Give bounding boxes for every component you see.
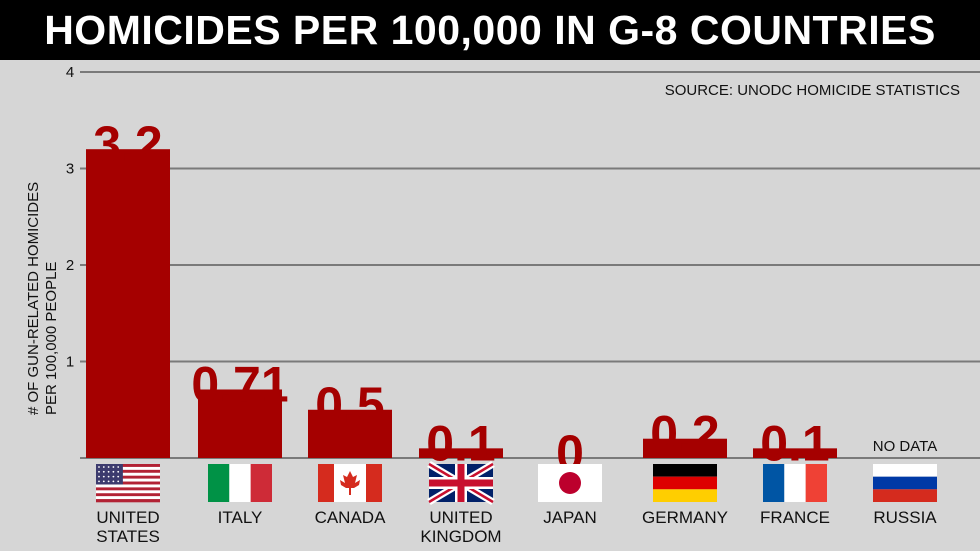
value-label: 0.5 (315, 377, 385, 433)
category-label: RUSSIA (873, 508, 937, 527)
bar (753, 448, 837, 458)
bar (198, 389, 282, 458)
category-label: STATES (96, 527, 160, 546)
bar (308, 409, 392, 458)
bar (643, 438, 727, 458)
value-label: 3.2 (93, 116, 163, 172)
category-label: KINGDOM (420, 527, 501, 546)
category-label: ITALY (218, 508, 263, 527)
value-label: 0.2 (650, 406, 720, 462)
y-tick-label: 2 (66, 257, 74, 274)
category-label: CANADA (315, 508, 387, 527)
y-tick-label: 1 (66, 354, 74, 371)
flags (96, 460, 937, 506)
chart-title: HOMICIDES PER 100,000 IN G-8 COUNTRIES (0, 0, 980, 60)
germany-flag-icon (653, 464, 717, 502)
value-labels: 3.20.71 0.50.1 0 0.2 0.1 NO DATA (93, 116, 937, 481)
y-tick-label: 4 (66, 64, 74, 81)
japan-flag-icon (538, 464, 602, 502)
y-axis-label-line1: # OF GUN-RELATED HOMICIDES (25, 182, 42, 415)
russia-flag-icon (873, 464, 937, 502)
bar (86, 149, 170, 458)
bars (86, 149, 837, 458)
source-note: SOURCE: UNODC HOMICIDE STATISTICS (665, 82, 960, 99)
y-tick-labels: 1 2 3 4 (66, 64, 74, 371)
category-label: JAPAN (543, 508, 597, 527)
france-flag-icon (763, 464, 827, 502)
value-label: 0.71 (191, 356, 288, 412)
no-data-label: NO DATA (873, 438, 937, 455)
category-label: UNITED (96, 508, 159, 527)
category-label: UNITED (429, 508, 492, 527)
category-label: GERMANY (642, 508, 728, 527)
us-flag-icon (96, 464, 160, 503)
y-axis-label-line2: PER 100,000 PEOPLE (43, 262, 60, 415)
value-label: 0.1 (426, 415, 496, 471)
italy-flag-icon (208, 464, 272, 502)
value-label: 0.1 (760, 415, 830, 471)
uk-flag-icon (427, 460, 495, 506)
category-label: FRANCE (760, 508, 830, 527)
canada-flag-icon (318, 464, 382, 502)
y-tick-label: 3 (66, 161, 74, 178)
bar (419, 448, 503, 458)
